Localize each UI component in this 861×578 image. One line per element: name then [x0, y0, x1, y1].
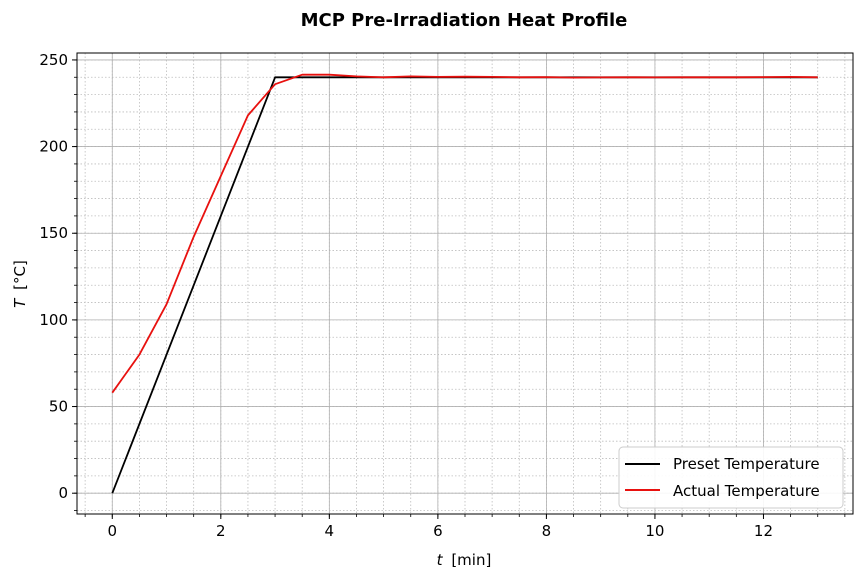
y-tick-label: 150	[39, 224, 68, 242]
x-tick-label: 6	[433, 522, 443, 540]
y-axis-unit: [°C]	[11, 260, 29, 290]
x-axis-label: t [min]	[437, 551, 492, 569]
y-axis-label: T [°C]	[11, 260, 29, 308]
legend-box	[618, 446, 844, 509]
legend-label-preset: Preset Temperature	[673, 455, 820, 473]
legend-label-actual: Actual Temperature	[673, 482, 820, 500]
x-tick-label: 2	[216, 522, 226, 540]
x-tick-label: 0	[107, 522, 117, 540]
y-tick-label: 200	[39, 138, 68, 156]
legend: Preset Temperature Actual Temperature	[618, 446, 844, 509]
x-tick-label: 8	[542, 522, 552, 540]
major-grid	[77, 53, 853, 514]
y-axis-variable: T	[11, 297, 29, 308]
x-axis-unit: [min]	[451, 551, 491, 569]
x-tick-label: 4	[325, 522, 335, 540]
ticks-layer: 0 2 4 6 8 10 12 0 50 100 150 200 250	[39, 51, 846, 540]
x-tick-label: 10	[645, 522, 664, 540]
x-tick-label: 12	[754, 522, 773, 540]
chart-title: MCP Pre-Irradiation Heat Profile	[301, 10, 628, 31]
x-axis-variable: t	[437, 551, 444, 569]
y-tick-label: 250	[39, 51, 68, 69]
y-tick-label: 100	[39, 311, 68, 329]
series-layer	[111, 73, 818, 494]
y-tick-label: 50	[49, 398, 68, 416]
y-tick-label: 0	[58, 484, 68, 502]
actual-temperature-line	[111, 73, 818, 394]
